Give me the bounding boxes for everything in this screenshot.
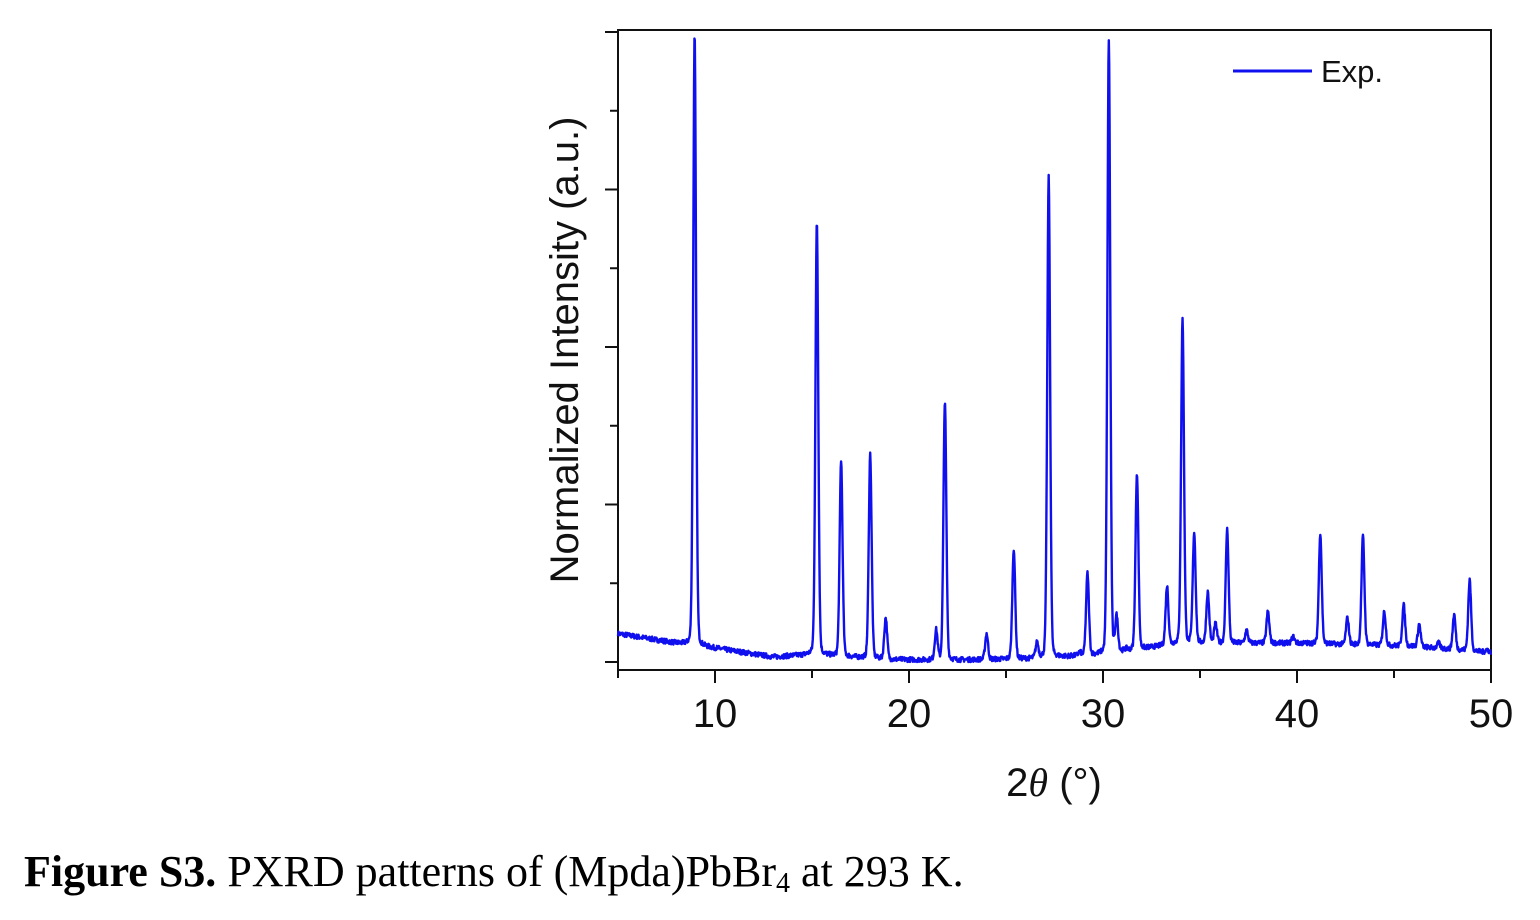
plot-area	[616, 29, 1493, 671]
pxrd-chart: 10 20 30 40 50 2θ (°) Normalized Intensity (…	[543, 29, 1514, 805]
series-line-exp	[616, 37, 1493, 664]
x-axis-label-suffix: (°)	[1048, 761, 1102, 805]
caption-label: Figure S3.	[24, 847, 217, 896]
y-axis-ticks	[605, 31, 618, 663]
x-tick-label: 30	[1081, 692, 1126, 736]
x-tick-label: 10	[693, 692, 738, 736]
x-tick-label: 20	[887, 692, 932, 736]
y-axis-label: Normalized Intensity (a.u.)	[543, 117, 587, 584]
legend-label: Exp.	[1321, 54, 1383, 89]
x-axis-label-prefix: 2	[1006, 761, 1028, 805]
legend: Exp.	[1233, 54, 1383, 89]
caption-text-before: PXRD patterns of (Mpda)PbBr	[216, 847, 777, 896]
figure-caption: Figure S3. PXRD patterns of (Mpda)PbBr4 …	[24, 846, 964, 900]
caption-subscript: 4	[776, 868, 791, 899]
x-tick-label: 50	[1469, 692, 1514, 736]
plot-frame	[617, 29, 1492, 671]
x-tick-label: 40	[1275, 692, 1320, 736]
caption-text-after: at 293 K.	[790, 847, 964, 896]
x-axis-label-theta: θ	[1028, 760, 1048, 805]
x-axis-ticks: 10 20 30 40 50	[617, 670, 1514, 736]
x-axis-label: 2θ (°)	[1006, 760, 1102, 805]
